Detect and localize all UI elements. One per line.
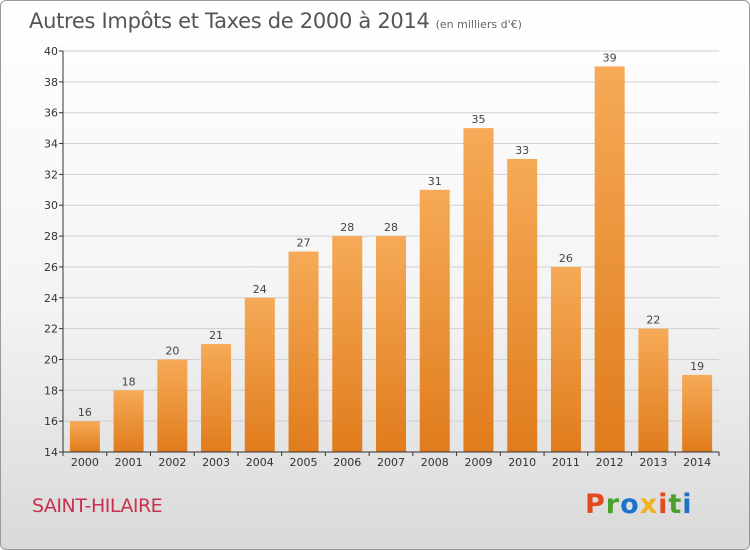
data-label: 19 <box>690 360 704 373</box>
x-tick-label: 2007 <box>377 456 405 469</box>
data-label: 24 <box>253 283 267 296</box>
y-tick-label: 34 <box>44 138 58 151</box>
x-tick-label: 2009 <box>464 456 492 469</box>
x-tick-label: 2006 <box>333 456 361 469</box>
logo-letter: P <box>585 489 606 520</box>
y-tick-label: 24 <box>44 292 58 305</box>
chart-title: Autres Impôts et Taxes de 2000 à 2014 (en… <box>29 9 522 33</box>
x-tick-label: 2008 <box>421 456 449 469</box>
bar <box>244 297 275 452</box>
proxiti-logo: Proxiti <box>585 489 693 520</box>
data-label: 22 <box>646 314 660 327</box>
bar <box>507 158 538 452</box>
logo-letter: t <box>668 489 683 520</box>
x-tick-label: 2013 <box>639 456 667 469</box>
y-tick-label: 18 <box>44 384 58 397</box>
y-tick-label: 36 <box>44 107 58 120</box>
data-label: 21 <box>209 329 223 342</box>
x-tick-label: 2003 <box>202 456 230 469</box>
bar <box>288 251 319 452</box>
chart-subtitle: (en milliers d'€) <box>435 18 522 31</box>
data-label: 16 <box>78 406 92 419</box>
bar <box>332 236 363 452</box>
logo-letter: o <box>620 489 640 520</box>
data-label: 26 <box>559 252 573 265</box>
y-tick-label: 38 <box>44 76 58 89</box>
y-tick-label: 28 <box>44 230 58 243</box>
x-tick-label: 2012 <box>596 456 624 469</box>
y-tick-label: 14 <box>44 446 58 459</box>
x-tick-label: 2001 <box>115 456 143 469</box>
bar <box>550 266 581 452</box>
bar <box>113 390 144 452</box>
data-label: 27 <box>297 237 311 250</box>
axes: 14 16 18 20 22 24 26 28 30 32 34 36 38 40 2000 2001 2002… <box>44 45 720 469</box>
bar <box>157 359 188 452</box>
logo-letter: i <box>682 489 693 520</box>
logo-letter: x <box>639 489 659 520</box>
y-tick-label: 40 <box>44 45 58 58</box>
bars: 16 18 20 21 24 27 28 28 31 35 33 26 39 22 19 <box>69 51 713 453</box>
bar <box>376 236 406 452</box>
data-label: 28 <box>340 221 354 234</box>
y-tick-label: 20 <box>44 353 58 366</box>
x-tick-label: 2010 <box>508 456 536 469</box>
y-tick-label: 26 <box>44 261 58 274</box>
y-tick-label: 32 <box>44 168 58 181</box>
data-label: 28 <box>384 221 398 234</box>
data-label: 20 <box>165 344 179 357</box>
bar <box>682 374 713 452</box>
data-label: 18 <box>122 375 136 388</box>
x-tick-label: 2005 <box>290 456 318 469</box>
data-label: 33 <box>515 144 529 157</box>
bar <box>419 189 450 453</box>
logo-letter: r <box>605 489 621 520</box>
title-text: Autres Impôts et Taxes de 2000 à 2014 <box>29 9 430 33</box>
bar <box>638 328 669 452</box>
data-label: 31 <box>428 175 442 188</box>
bar <box>201 344 232 452</box>
x-tick-label: 2000 <box>71 456 99 469</box>
y-tick-label: 22 <box>44 323 58 336</box>
x-tick-label: 2004 <box>246 456 274 469</box>
data-label: 35 <box>471 113 485 126</box>
x-tick-label: 2002 <box>158 456 186 469</box>
x-tick-label: 2014 <box>683 456 711 469</box>
commune-name: SAINT-HILAIRE <box>32 495 163 517</box>
data-label: 39 <box>603 51 617 64</box>
y-tick-label: 30 <box>44 199 58 212</box>
x-tick-label: 2011 <box>552 456 580 469</box>
logo-letter: i <box>658 489 669 520</box>
y-tick-label: 16 <box>44 415 58 428</box>
bar <box>594 66 625 452</box>
bar <box>463 128 494 452</box>
bar <box>69 421 100 452</box>
